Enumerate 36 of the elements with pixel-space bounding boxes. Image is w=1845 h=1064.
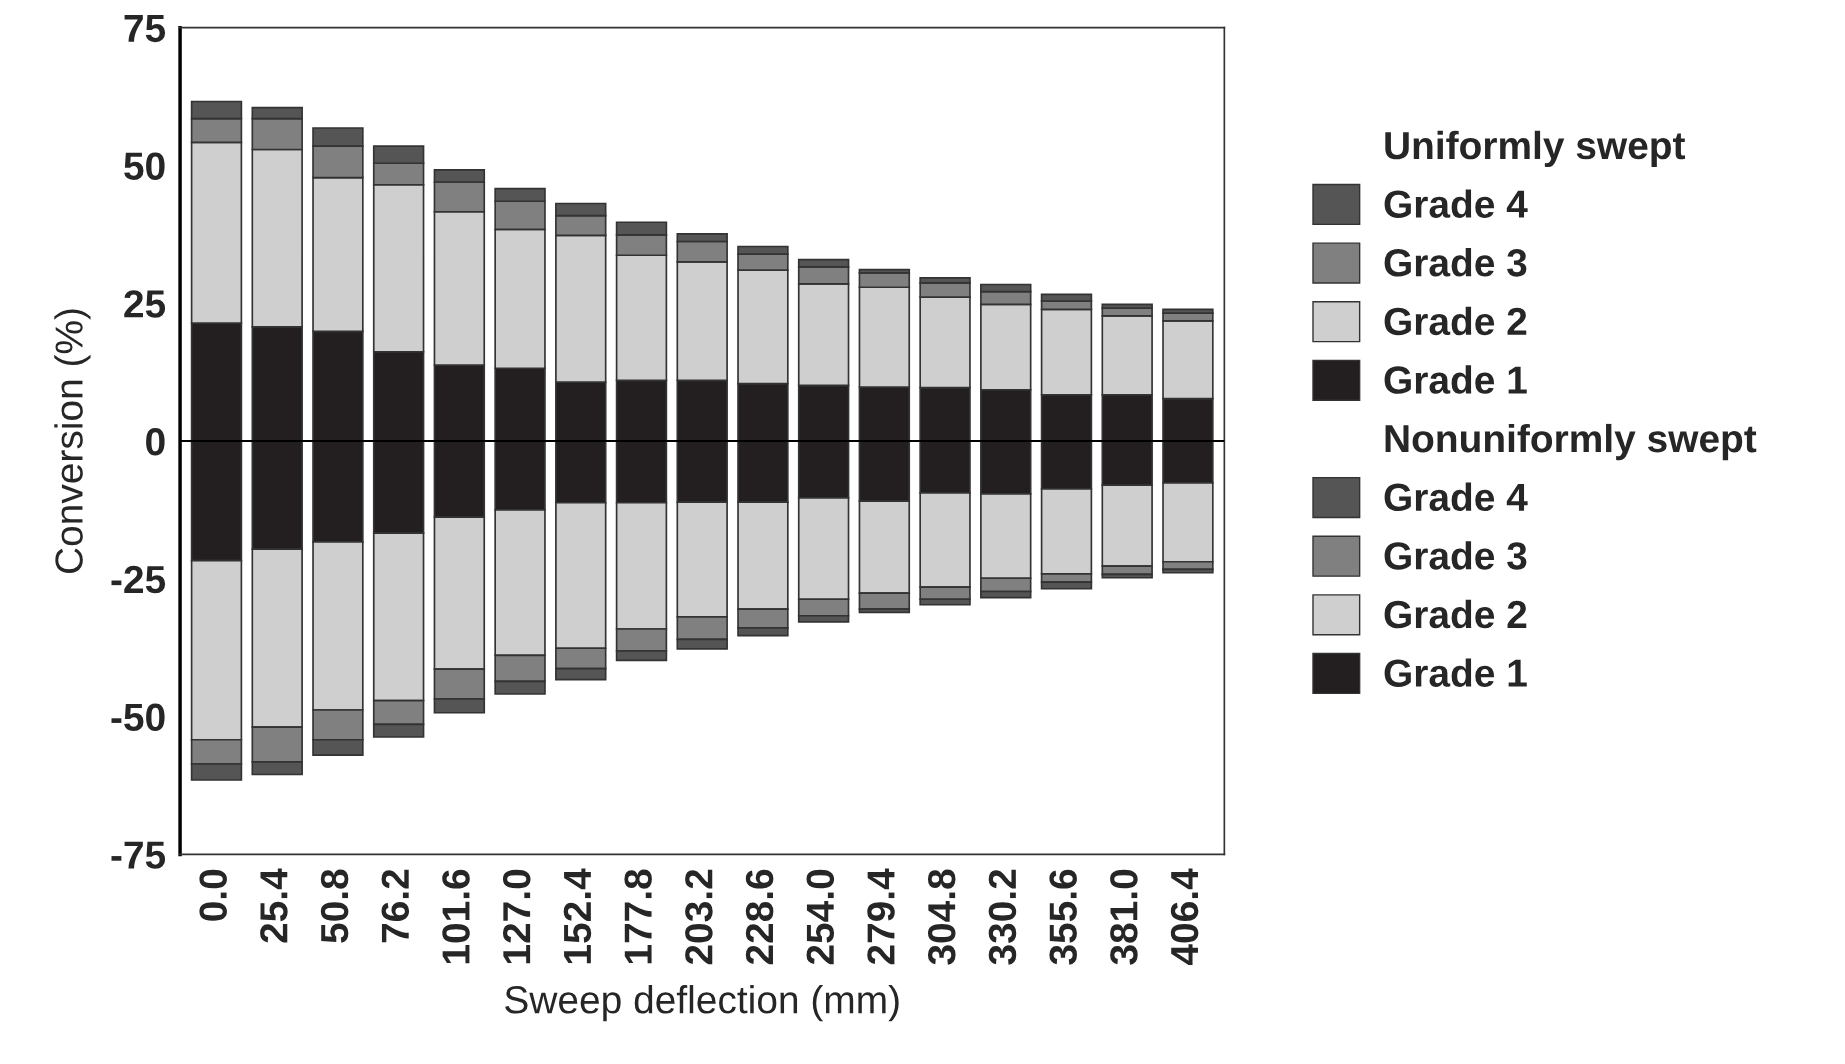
legend-label: Grade 2 xyxy=(1384,306,1527,336)
y-tick-label: 50 xyxy=(124,152,165,180)
x-tick-label: 76.2 xyxy=(381,869,410,943)
x-tick-label: 279.4 xyxy=(867,868,895,965)
x-tick-label: 304.8 xyxy=(927,869,956,965)
x-tick-label: 127.0 xyxy=(502,869,531,964)
x-tick-label: 330.2 xyxy=(988,869,1017,965)
legend-label: Grade 1 xyxy=(1384,658,1527,687)
x-tick-label: 50.8 xyxy=(320,869,349,943)
x-tick-label: 0.0 xyxy=(199,869,227,921)
text: Uniformly swept xyxy=(1385,130,1686,168)
y-tick-label: 0 xyxy=(146,427,165,456)
legend-label: Grade 4 xyxy=(1384,482,1528,512)
y-tick-label: -25 xyxy=(111,565,166,594)
text: Nonuniformly swept xyxy=(1385,423,1757,461)
legend-label: Grade 3 xyxy=(1384,541,1527,570)
x-tick-label: 406.4 xyxy=(1170,868,1199,965)
x-tick-label: 355.6 xyxy=(1049,869,1077,965)
y-tick-label: -50 xyxy=(111,703,165,732)
legend-label: Grade 2 xyxy=(1384,599,1527,629)
y-tick-label: -75 xyxy=(111,841,166,869)
x-tick-label: 254.0 xyxy=(806,869,835,965)
x-tick-label: 203.2 xyxy=(685,869,713,965)
y-axis-title: Conversion (%) xyxy=(54,309,91,574)
legend-label: Grade 1 xyxy=(1384,365,1527,394)
x-axis-title: Sweep deflection (mm) xyxy=(505,985,899,1022)
x-tick-label: 228.6 xyxy=(745,869,774,965)
y-tick-label: 25 xyxy=(124,290,166,318)
legend-label: Grade 3 xyxy=(1384,248,1527,277)
y-tick-label: 75 xyxy=(124,15,166,43)
x-tick-label: 25.4 xyxy=(260,868,288,943)
x-tick-label: 101.6 xyxy=(442,869,470,964)
x-tick-label: 177.8 xyxy=(624,869,652,964)
x-tick-label: 152.4 xyxy=(563,868,592,964)
x-tick-label: 381.0 xyxy=(1110,869,1138,965)
legend-label: Grade 4 xyxy=(1384,189,1528,218)
